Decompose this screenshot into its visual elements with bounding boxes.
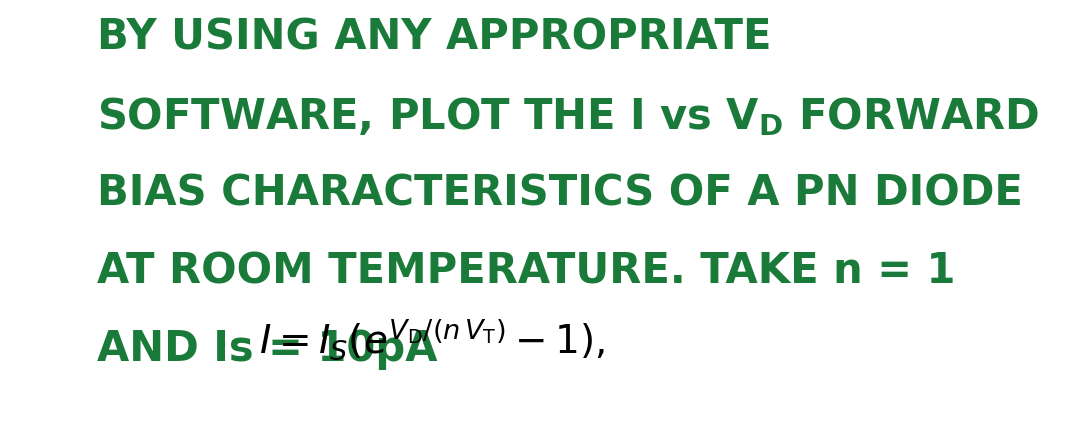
Text: $I = I_S\left(e^{V_{\mathrm{D}}/(n\,V_{\mathrm{T}})} - 1\right),$: $I = I_S\left(e^{V_{\mathrm{D}}/(n\,V_{\… xyxy=(259,317,605,362)
Text: BY USING ANY APPROPRIATE: BY USING ANY APPROPRIATE xyxy=(97,17,772,59)
Text: BIAS CHARACTERISTICS OF A PN DIODE: BIAS CHARACTERISTICS OF A PN DIODE xyxy=(97,173,1023,215)
Text: AND Is = 10pA: AND Is = 10pA xyxy=(97,328,437,370)
Text: AT ROOM TEMPERATURE. TAKE n = 1: AT ROOM TEMPERATURE. TAKE n = 1 xyxy=(97,250,956,293)
Text: SOFTWARE, PLOT THE I vs V$_\mathregular{D}$ FORWARD: SOFTWARE, PLOT THE I vs V$_\mathregular{… xyxy=(97,95,1039,138)
